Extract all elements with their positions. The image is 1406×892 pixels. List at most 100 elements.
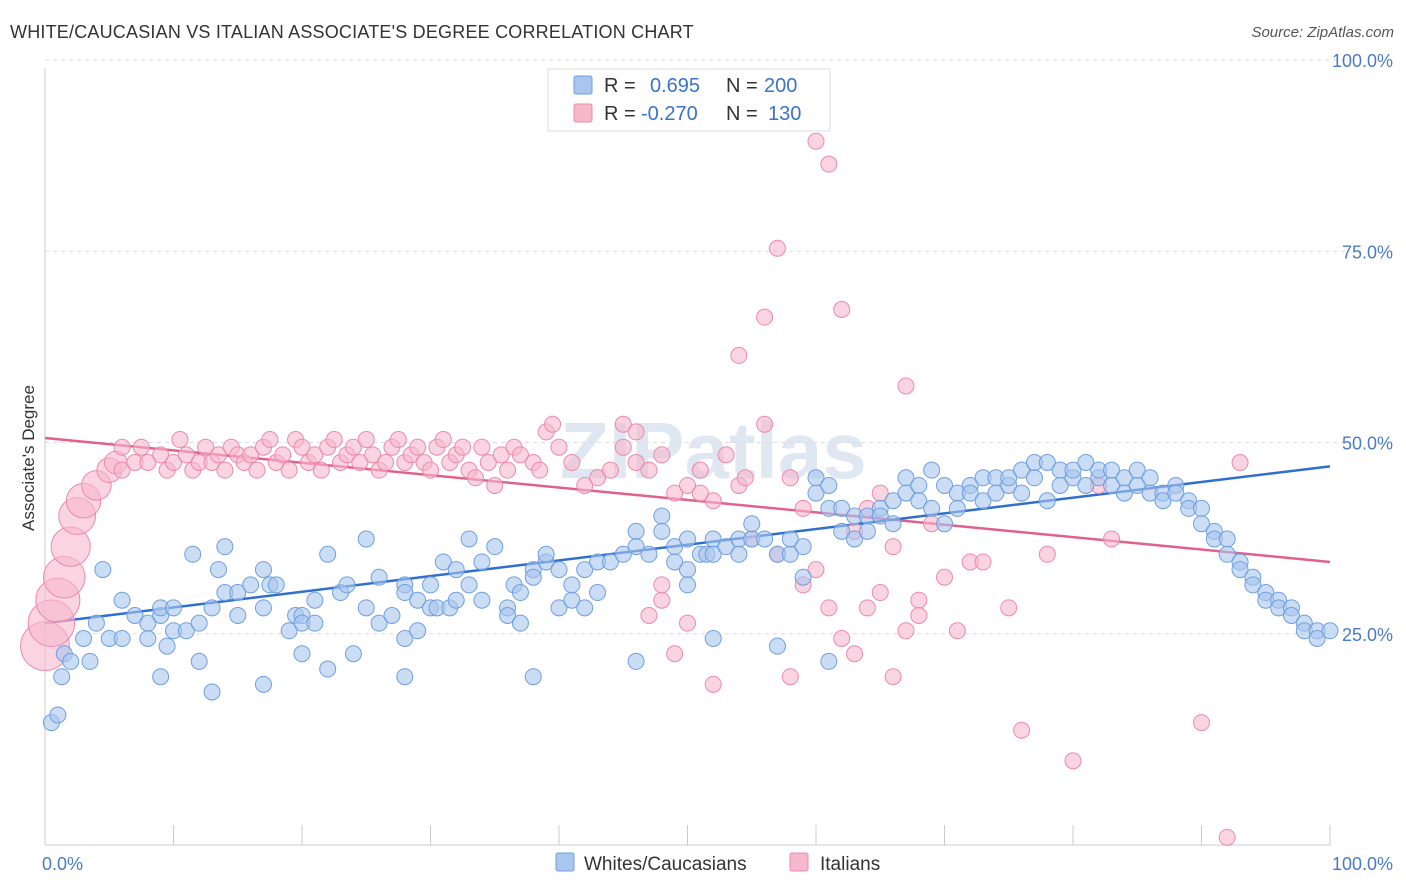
white-point (422, 576, 439, 594)
white-point (1231, 561, 1249, 579)
white-point (383, 607, 401, 624)
italian-point (871, 584, 889, 602)
white-point (1038, 492, 1056, 510)
white-point (209, 561, 227, 579)
italian-point (113, 438, 131, 456)
italian-point (499, 461, 517, 479)
italians-points (20, 132, 1249, 846)
white-point (396, 668, 414, 686)
italian-point (691, 484, 709, 502)
legend-swatch-pink (573, 103, 593, 123)
white-point (1218, 545, 1236, 563)
white-point (177, 622, 195, 640)
white-point (344, 645, 362, 663)
italian-point (833, 629, 851, 647)
white-point (884, 515, 902, 533)
white-point (53, 668, 71, 686)
white-point (743, 515, 761, 533)
italian-point (261, 431, 279, 449)
white-point (858, 522, 876, 540)
italian-point (248, 461, 266, 479)
white-point (338, 576, 356, 594)
white-point (229, 607, 247, 624)
white-point (1077, 476, 1095, 494)
italian-point (858, 599, 876, 617)
white-point (139, 614, 157, 632)
white-point (936, 515, 953, 533)
italian-point (377, 454, 395, 471)
white-point (229, 584, 247, 602)
white-point (126, 607, 144, 624)
italian-point (197, 438, 215, 456)
italian-point (409, 438, 427, 456)
white-point (473, 553, 491, 571)
white-point (884, 492, 902, 510)
legend-n-label-2: N = (726, 103, 758, 125)
italian-point (389, 431, 407, 449)
white-point (49, 706, 67, 724)
white-point (550, 561, 568, 579)
legend-n-value-1: 200 (764, 75, 797, 97)
italian-point (614, 415, 632, 433)
white-point (1128, 461, 1146, 479)
legend-r-label-2: R = (604, 103, 636, 125)
white-point (190, 652, 208, 670)
italian-point (807, 132, 825, 150)
white-point (1000, 469, 1018, 487)
white-point (113, 629, 131, 647)
italian-point (768, 239, 786, 257)
whites-points (42, 454, 1339, 732)
white-point (94, 561, 112, 579)
bottom-legend-swatch-pink (789, 852, 809, 872)
italian-point (781, 469, 799, 487)
italian-point (242, 446, 260, 464)
x-tick-label-max: 100.0% (1332, 854, 1393, 874)
white-point (396, 584, 414, 602)
italian-point (274, 446, 292, 464)
white-point (216, 538, 234, 556)
italian-point (640, 607, 658, 624)
italian-point (139, 454, 157, 471)
italian-point (640, 461, 658, 479)
italian-point (113, 461, 131, 479)
italian-point (614, 438, 632, 456)
white-point (396, 629, 414, 647)
legend-n-value-2: 130 (768, 103, 801, 125)
y-tick-labels: 25.0% 50.0% 75.0% 100.0% (1332, 51, 1393, 645)
italian-point (884, 668, 902, 686)
italian-point (1218, 828, 1236, 846)
white-point (203, 599, 221, 617)
legend-box: R = 0.695 N = 200 R = -0.270 N = 130 (547, 68, 831, 132)
italian-point (820, 599, 838, 617)
italian-point (653, 576, 671, 594)
italian-point (312, 461, 330, 479)
white-point (897, 484, 915, 502)
white-point (601, 553, 619, 571)
y-tick-label: 75.0% (1342, 242, 1393, 262)
white-point (1308, 629, 1326, 647)
italian-point (132, 438, 150, 456)
white-point (704, 545, 722, 563)
axes (44, 68, 1331, 846)
white-point (653, 522, 671, 540)
white-point (781, 530, 799, 548)
white-point (794, 568, 812, 586)
italian-point (736, 469, 754, 487)
italian-point (846, 645, 864, 663)
white-point (113, 591, 131, 609)
italian-point (364, 446, 382, 464)
white-point (1244, 576, 1262, 594)
white-point (987, 484, 1005, 502)
white-point (1115, 484, 1133, 502)
white-point (871, 507, 889, 525)
italian-point (601, 461, 619, 479)
italian-point (948, 622, 966, 640)
italian-point (781, 668, 799, 686)
italian-point (531, 461, 549, 479)
white-point (242, 576, 260, 594)
white-point (1141, 469, 1159, 487)
white-point (768, 637, 786, 655)
italian-point (165, 454, 182, 471)
white-point (653, 507, 671, 525)
italian-point (1193, 714, 1210, 732)
